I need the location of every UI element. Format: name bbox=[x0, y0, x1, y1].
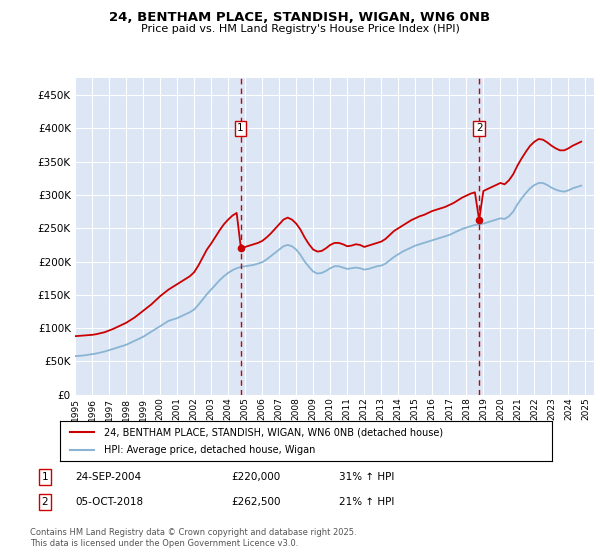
Text: 2: 2 bbox=[41, 497, 49, 507]
Text: 2: 2 bbox=[476, 123, 482, 133]
Text: 24-SEP-2004: 24-SEP-2004 bbox=[75, 472, 141, 482]
Text: HPI: Average price, detached house, Wigan: HPI: Average price, detached house, Wiga… bbox=[104, 445, 316, 455]
Text: 31% ↑ HPI: 31% ↑ HPI bbox=[339, 472, 394, 482]
Text: 24, BENTHAM PLACE, STANDISH, WIGAN, WN6 0NB (detached house): 24, BENTHAM PLACE, STANDISH, WIGAN, WN6 … bbox=[104, 427, 443, 437]
Text: 1: 1 bbox=[41, 472, 49, 482]
Text: Contains HM Land Registry data © Crown copyright and database right 2025.
This d: Contains HM Land Registry data © Crown c… bbox=[30, 528, 356, 548]
Text: 24, BENTHAM PLACE, STANDISH, WIGAN, WN6 0NB: 24, BENTHAM PLACE, STANDISH, WIGAN, WN6 … bbox=[109, 11, 491, 24]
Text: £262,500: £262,500 bbox=[231, 497, 281, 507]
Text: 05-OCT-2018: 05-OCT-2018 bbox=[75, 497, 143, 507]
Text: Price paid vs. HM Land Registry's House Price Index (HPI): Price paid vs. HM Land Registry's House … bbox=[140, 24, 460, 34]
Text: £220,000: £220,000 bbox=[231, 472, 280, 482]
Text: 1: 1 bbox=[237, 123, 244, 133]
Text: 21% ↑ HPI: 21% ↑ HPI bbox=[339, 497, 394, 507]
